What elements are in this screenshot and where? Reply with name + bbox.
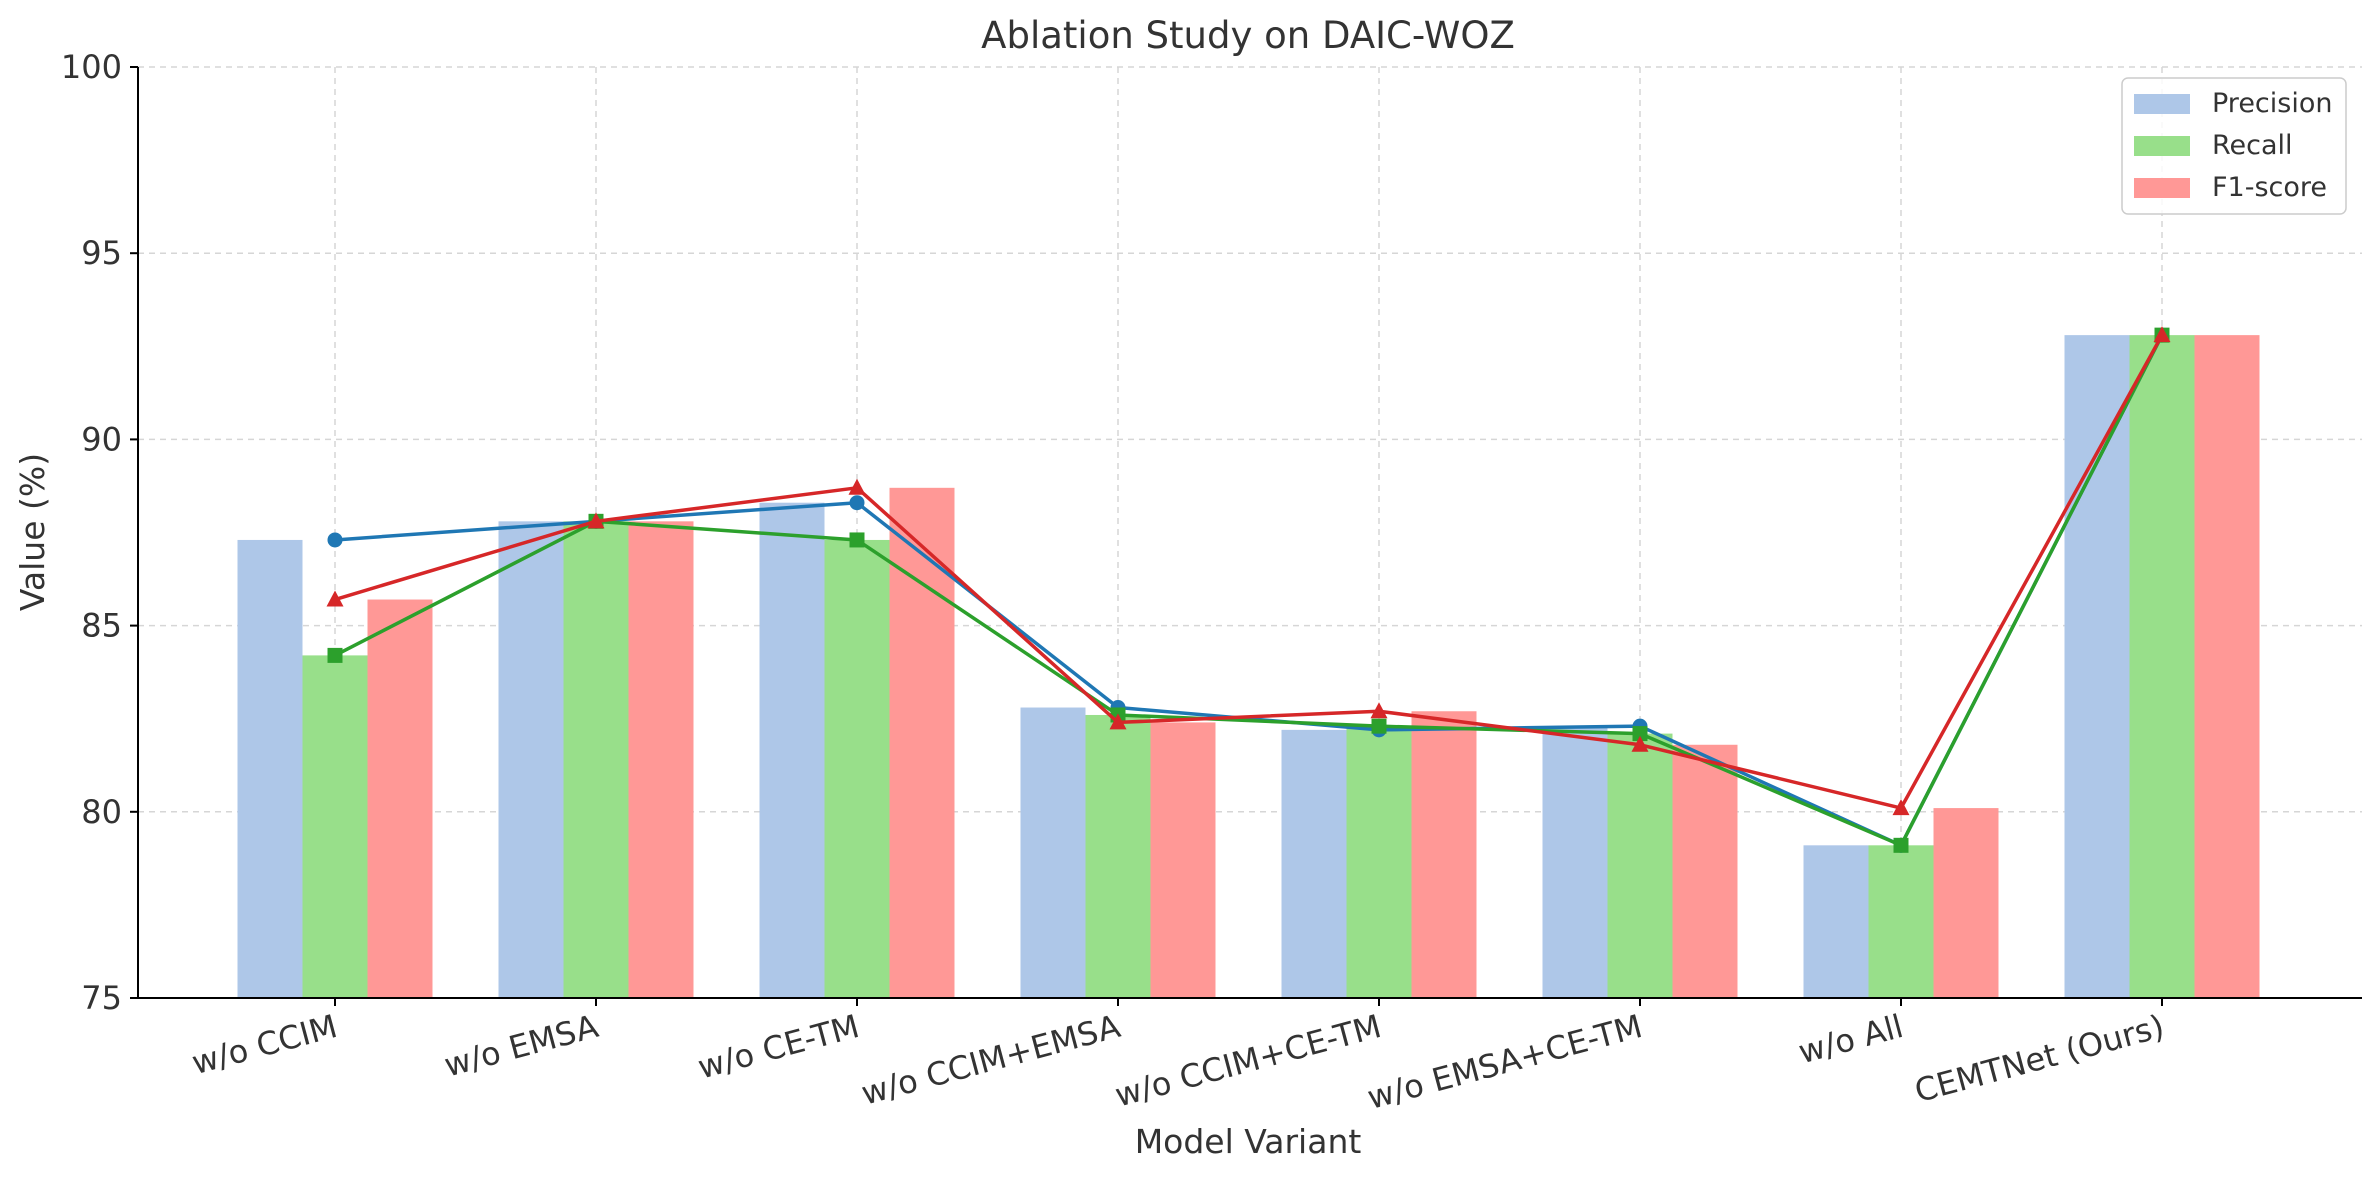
line-recall [334, 334, 2164, 848]
line-f1-score [334, 334, 2164, 810]
x-tick-label: CEMTNet (Ours) [1911, 1007, 2168, 1110]
x-tick-label: w/o CCIM+CE-TM [1111, 1007, 1385, 1115]
bar-recall [563, 521, 629, 998]
grid [138, 66, 2362, 998]
legend-label: Recall [2212, 130, 2293, 161]
point-recall [327, 647, 343, 663]
point-f1-score [1892, 799, 1910, 816]
legend-swatch [2134, 136, 2190, 156]
point-precision [849, 495, 865, 511]
x-tick-label: w/o CE-TM [694, 1007, 863, 1086]
bar-recall [1085, 714, 1151, 998]
bar-precision [1803, 845, 1869, 998]
bar-f1-score [1672, 744, 1738, 998]
x-tick-label: w/o All [1794, 1007, 1907, 1071]
x-tick-label: w/o CCIM+EMSA [857, 1007, 1124, 1113]
point-recall [1893, 837, 1909, 853]
bar-precision [1542, 726, 1608, 998]
y-tick-label: 80 [81, 793, 122, 831]
bar-recall [1607, 733, 1673, 998]
legend: Precision Recall F1-score [2121, 77, 2347, 215]
y-axis-label: Value (%) [13, 453, 52, 611]
point-recall [1632, 726, 1648, 742]
bar-recall [2129, 335, 2195, 998]
bar-precision [237, 539, 303, 998]
point-f1-score [2153, 326, 2171, 343]
point-f1-score [1631, 735, 1649, 752]
x-ticks: w/o CCIM w/o EMSA w/o CE-TMw/o CCIM+EMSAw/… [188, 998, 2168, 1117]
point-f1-score [587, 512, 605, 529]
bar-f1-score [1933, 808, 1999, 998]
bar-f1-score [1411, 711, 1477, 998]
x-tick-label: w/o EMSA [440, 1007, 602, 1084]
bar-f1-score [1150, 722, 1216, 998]
bars [237, 335, 2260, 998]
x-tick-label: w/o CCIM [188, 1007, 341, 1082]
bar-f1-score [367, 599, 433, 998]
y-tick-label: 75 [81, 979, 122, 1017]
bar-f1-score [628, 521, 694, 998]
y-tick-label: 85 [81, 607, 122, 645]
series-lines [326, 326, 2171, 853]
point-f1-score [1109, 713, 1127, 730]
legend-swatch [2134, 178, 2190, 198]
point-f1-score [1370, 702, 1388, 719]
x-tick-label: w/o EMSA+CE-TM [1363, 1007, 1646, 1117]
point-recall [849, 532, 865, 548]
x-axis-label: Model Variant [1135, 1122, 1362, 1161]
bar-f1-score [2194, 335, 2260, 998]
point-f1-score [848, 478, 866, 495]
bar-precision [1020, 707, 1086, 998]
axes [137, 67, 2362, 999]
legend-label: Precision [2212, 88, 2332, 119]
bar-recall [1868, 845, 1934, 998]
legend-swatch [2134, 94, 2190, 114]
point-recall [1371, 718, 1387, 734]
y-tick-label: 90 [81, 420, 122, 458]
point-f1-score [326, 590, 344, 607]
bar-recall [1346, 726, 1412, 998]
y-tick-label: 100 [61, 48, 122, 86]
y-tick-label: 95 [81, 234, 122, 272]
bar-precision [1281, 729, 1347, 998]
bar-precision [2064, 335, 2130, 998]
chart-title: Ablation Study on DAIC-WOZ [981, 14, 1515, 57]
bar-recall [824, 539, 890, 998]
bar-precision [759, 502, 825, 998]
bar-recall [302, 655, 368, 998]
bar-precision [498, 521, 564, 998]
point-precision [327, 532, 343, 548]
legend-label: F1-score [2212, 172, 2327, 203]
y-ticks: 75 80 85 90 95 100 [61, 48, 138, 1017]
